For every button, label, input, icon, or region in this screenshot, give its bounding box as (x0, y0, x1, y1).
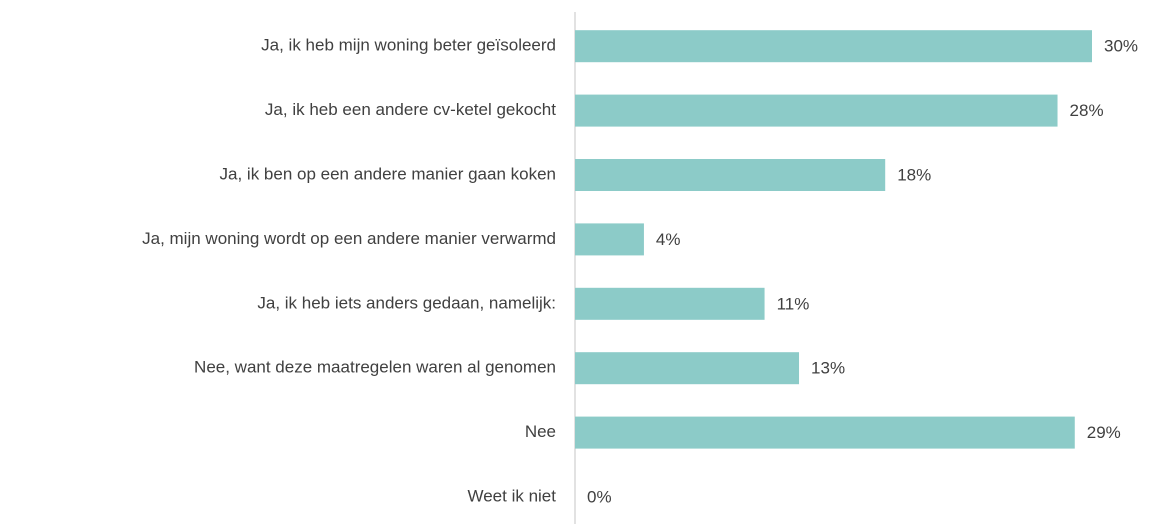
category-label: Nee (525, 422, 556, 441)
bar (575, 159, 886, 191)
category-label: Ja, ik ben op een andere manier gaan kok… (220, 164, 556, 183)
bar (575, 287, 765, 320)
category-label: Ja, ik heb mijn woning beter geïsoleerd (261, 36, 556, 55)
bar (575, 223, 644, 256)
data-label: 29% (1087, 423, 1121, 442)
bar (575, 352, 800, 385)
category-label: Nee, want deze maatregelen waren al geno… (194, 358, 556, 377)
data-label: 13% (811, 359, 845, 378)
data-label: 4% (656, 230, 681, 249)
data-label: 30% (1104, 37, 1138, 56)
data-label: 18% (897, 165, 931, 184)
bar (575, 416, 1075, 449)
category-label: Ja, ik heb iets anders gedaan, namelijk: (257, 293, 556, 312)
category-label: Ja, mijn woning wordt op een andere mani… (142, 229, 556, 248)
data-label: 28% (1070, 101, 1104, 120)
category-label: Weet ik niet (467, 486, 556, 505)
data-label: 0% (587, 487, 612, 506)
data-label: 11% (777, 294, 810, 313)
bar (575, 30, 1092, 63)
category-label: Ja, ik heb een andere cv-ketel gekocht (265, 100, 556, 119)
bar (575, 94, 1058, 127)
